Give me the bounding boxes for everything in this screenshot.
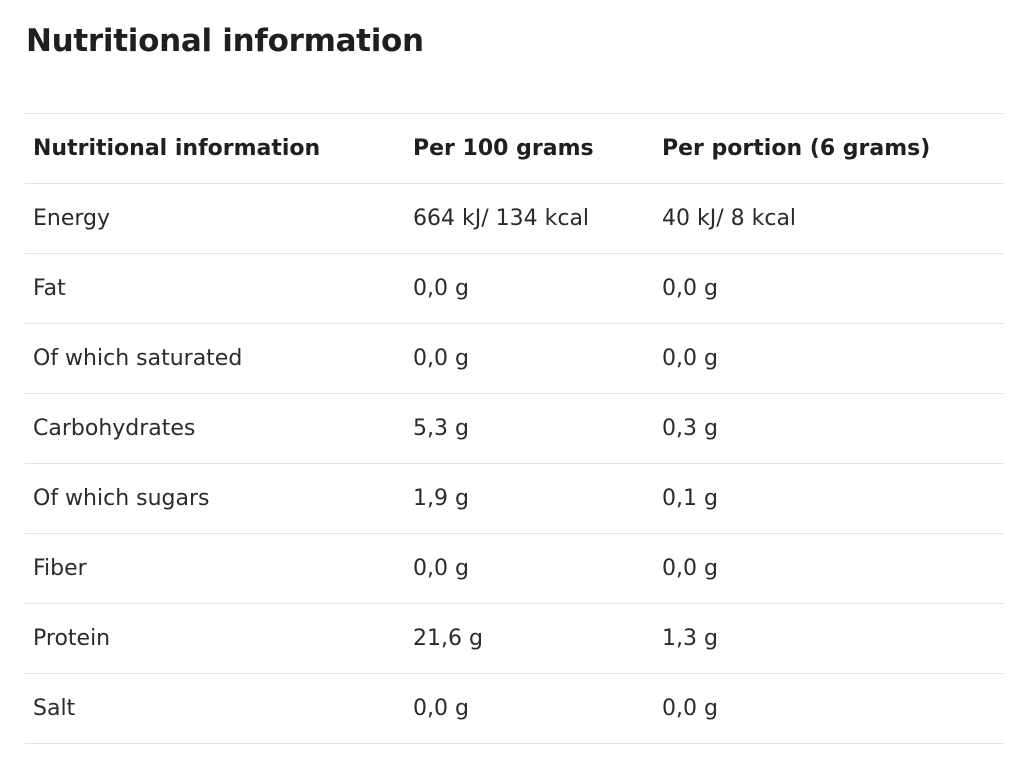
- column-header-nutrient: Nutritional information: [25, 113, 405, 184]
- table-row: Of which sugars 1,9 g 0,1 g: [25, 463, 1004, 534]
- table-row: Protein 21,6 g 1,3 g: [25, 603, 1004, 674]
- nutrient-name: Fat: [25, 253, 405, 324]
- per-portion-value: 0,3 g: [654, 393, 1004, 464]
- per-100g-value: 0,0 g: [405, 323, 654, 394]
- column-header-per-portion: Per portion (6 grams): [654, 113, 1004, 184]
- nutrient-name: Protein: [25, 603, 405, 674]
- table-row: Energy 664 kJ/ 134 kcal 40 kJ/ 8 kcal: [25, 183, 1004, 254]
- page-title: Nutritional information: [26, 23, 424, 59]
- nutrient-name: Salt: [25, 673, 405, 744]
- per-portion-value: 0,0 g: [654, 673, 1004, 744]
- nutrient-name: Of which saturated: [25, 323, 405, 394]
- table-row: Fat 0,0 g 0,0 g: [25, 253, 1004, 324]
- per-portion-value: 40 kJ/ 8 kcal: [654, 183, 1004, 254]
- per-100g-value: 0,0 g: [405, 673, 654, 744]
- column-header-per-100g: Per 100 grams: [405, 113, 654, 184]
- per-portion-value: 1,3 g: [654, 603, 1004, 674]
- nutrient-name: Energy: [25, 183, 405, 254]
- nutrient-name: Carbohydrates: [25, 393, 405, 464]
- table-row: Of which saturated 0,0 g 0,0 g: [25, 323, 1004, 394]
- table-row: Carbohydrates 5,3 g 0,3 g: [25, 393, 1004, 464]
- table-row: Salt 0,0 g 0,0 g: [25, 673, 1004, 744]
- per-portion-value: 0,0 g: [654, 323, 1004, 394]
- per-100g-value: 5,3 g: [405, 393, 654, 464]
- table-header-row: Nutritional information Per 100 grams Pe…: [25, 113, 1004, 184]
- per-100g-value: 664 kJ/ 134 kcal: [405, 183, 654, 254]
- per-100g-value: 21,6 g: [405, 603, 654, 674]
- nutrition-table: Nutritional information Per 100 grams Pe…: [25, 113, 1004, 744]
- nutrient-name: Fiber: [25, 533, 405, 604]
- per-100g-value: 1,9 g: [405, 463, 654, 534]
- nutrient-name: Of which sugars: [25, 463, 405, 534]
- per-100g-value: 0,0 g: [405, 533, 654, 604]
- per-100g-value: 0,0 g: [405, 253, 654, 324]
- per-portion-value: 0,1 g: [654, 463, 1004, 534]
- table-row: Fiber 0,0 g 0,0 g: [25, 533, 1004, 604]
- per-portion-value: 0,0 g: [654, 253, 1004, 324]
- per-portion-value: 0,0 g: [654, 533, 1004, 604]
